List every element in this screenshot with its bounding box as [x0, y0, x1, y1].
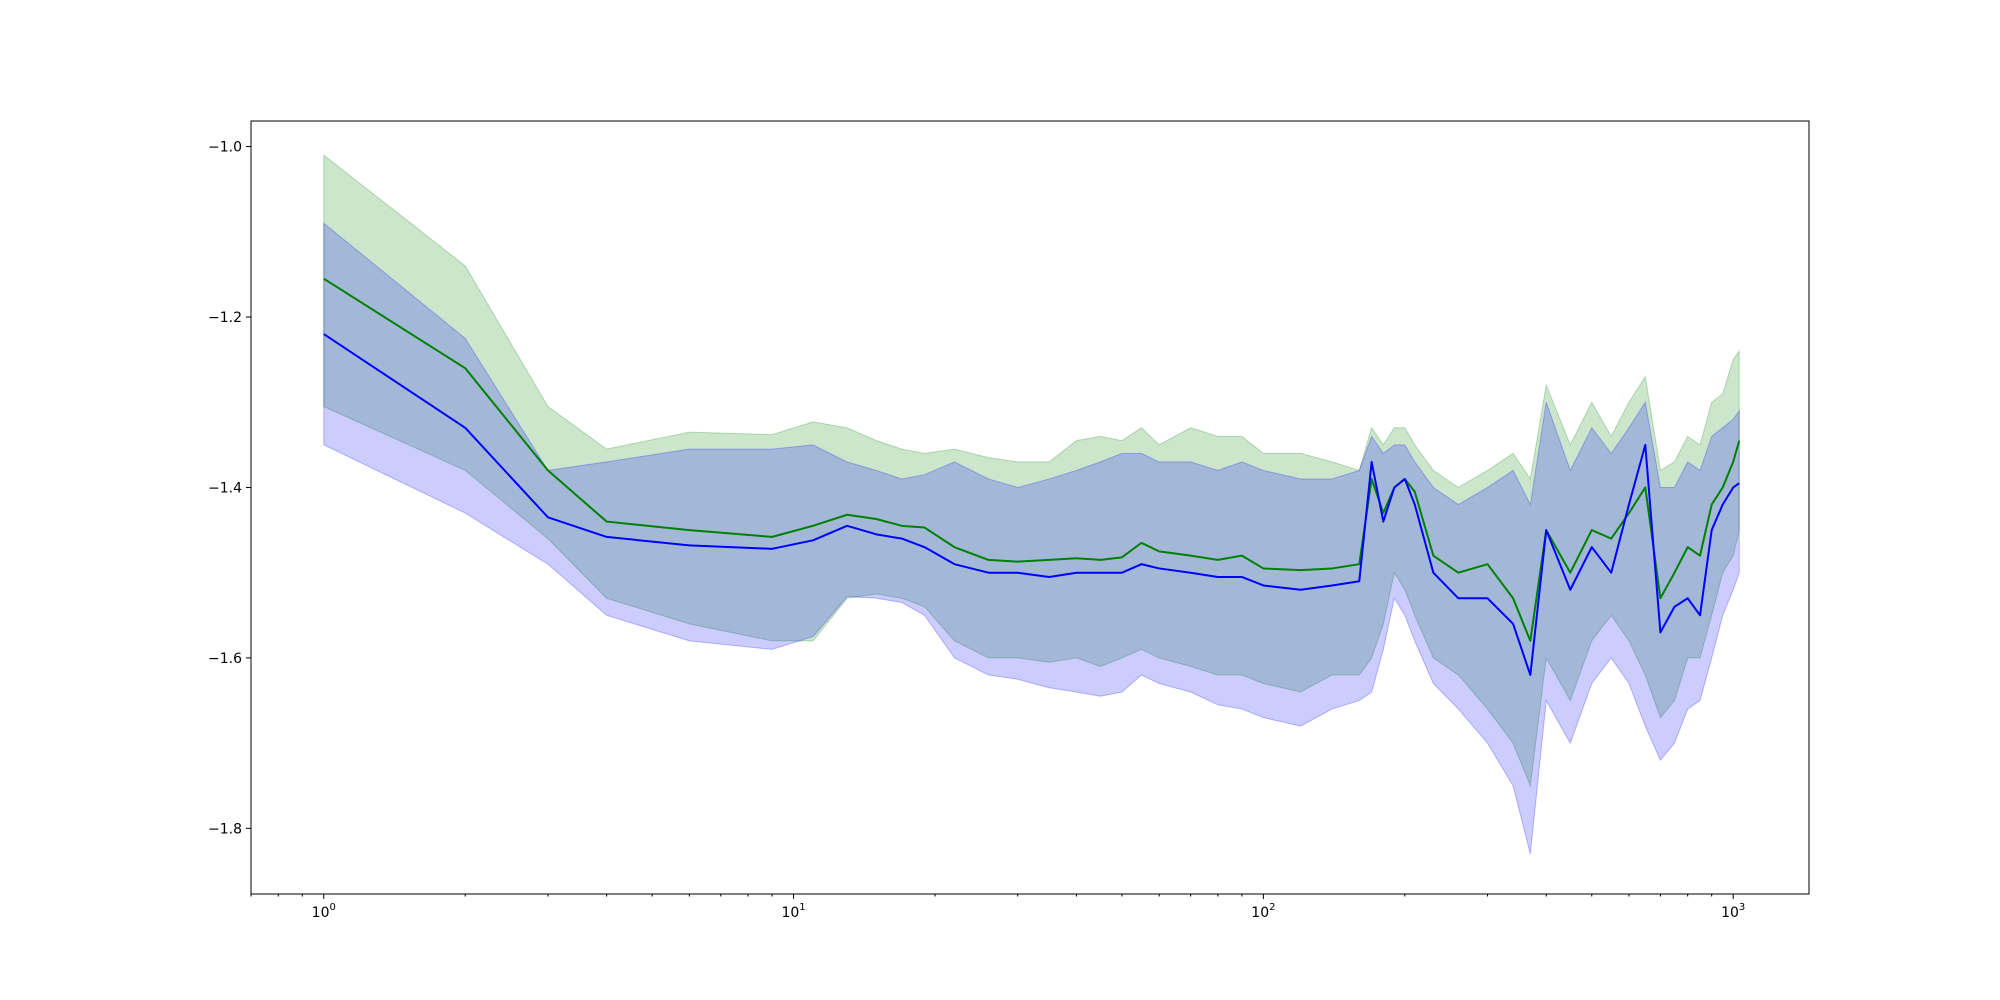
y-tick-label: −1.2	[208, 310, 242, 326]
series-0-band	[323, 154, 1740, 788]
y-tick-label: −1.4	[208, 480, 242, 496]
y-tick-label: −1.8	[208, 821, 242, 837]
x-axis: 100 101 102 103	[250, 894, 1745, 921]
series-1-band	[323, 222, 1740, 855]
x-tick-label: 103	[1721, 902, 1745, 921]
y-tick-label: −1.6	[208, 651, 242, 667]
x-tick-label: 100	[312, 902, 336, 921]
y-tick-label: −1.0	[208, 140, 242, 156]
x-tick-label: 102	[1251, 902, 1275, 921]
plot-area	[323, 154, 1741, 855]
series-0-line	[323, 277, 1741, 642]
y-axis: −1.0 −1.2 −1.4 −1.6 −1.8	[208, 140, 251, 837]
series-1-line	[323, 333, 1740, 676]
plot-frame	[250, 120, 1810, 895]
x-tick-label: 101	[781, 902, 805, 921]
